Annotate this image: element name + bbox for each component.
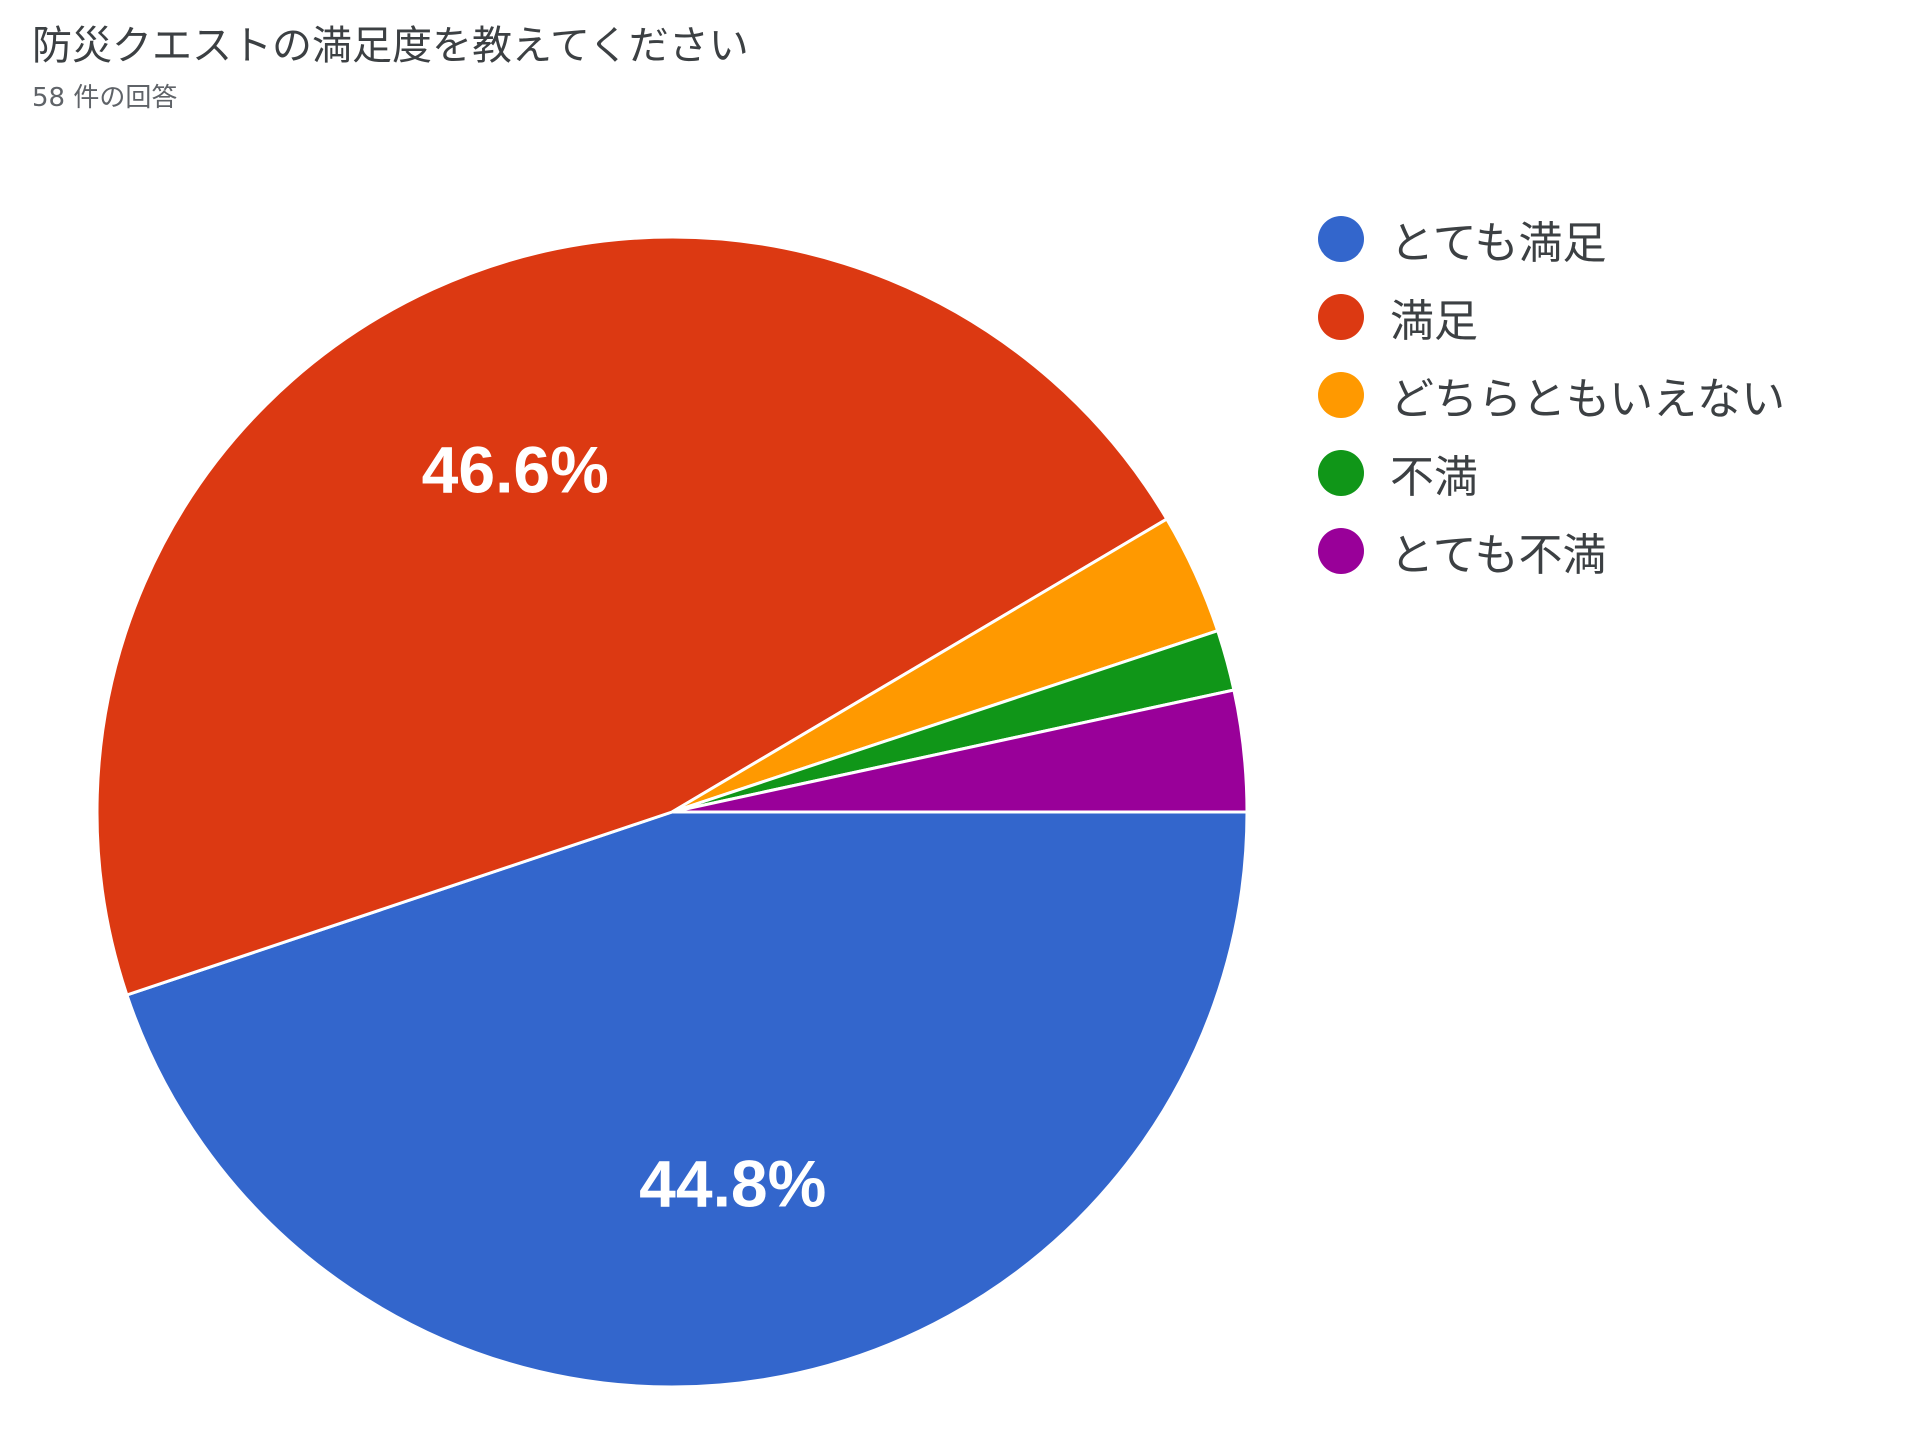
legend-item-neutral[interactable]: どちらともいえない [1318,356,1785,434]
legend-item-satisfied[interactable]: 満足 [1318,278,1785,356]
legend-item-dissatisfied[interactable]: 不満 [1318,434,1785,512]
legend-label: 不満 [1390,452,1478,503]
pie-slice-very-satisfied[interactable] [124,810,1249,1389]
legend-item-very-dissatisfied[interactable]: とても不満 [1318,512,1785,590]
pie-slice-very-dissatisfied[interactable] [671,688,1249,814]
legend-color-dot [1318,216,1364,262]
legend-item-very-satisfied[interactable]: とても満足 [1318,200,1785,278]
legend: とても満足 満足 どちらともいえない 不満 とても不満 [1318,200,1785,590]
legend-label: とても不満 [1390,530,1607,581]
pie-slice-satisfied[interactable] [95,235,1169,997]
legend-color-dot [1318,294,1364,340]
response-count: 58 件の回答 [32,83,178,113]
pie-slices [95,235,1249,1389]
legend-label: どちらともいえない [1390,374,1786,425]
slice-percent-label-satisfied: 46.6% [422,433,609,507]
chart-title: 防災クエストの満足度を教えてください [32,23,749,69]
legend-label: とても満足 [1390,218,1607,269]
legend-color-dot [1318,528,1364,574]
pie-labels: 44.8% 46.6% [422,433,827,1221]
legend-color-dot [1318,372,1364,418]
slice-percent-label-very-satisfied: 44.8% [639,1147,826,1221]
legend-color-dot [1318,450,1364,496]
legend-label: 満足 [1390,296,1478,347]
